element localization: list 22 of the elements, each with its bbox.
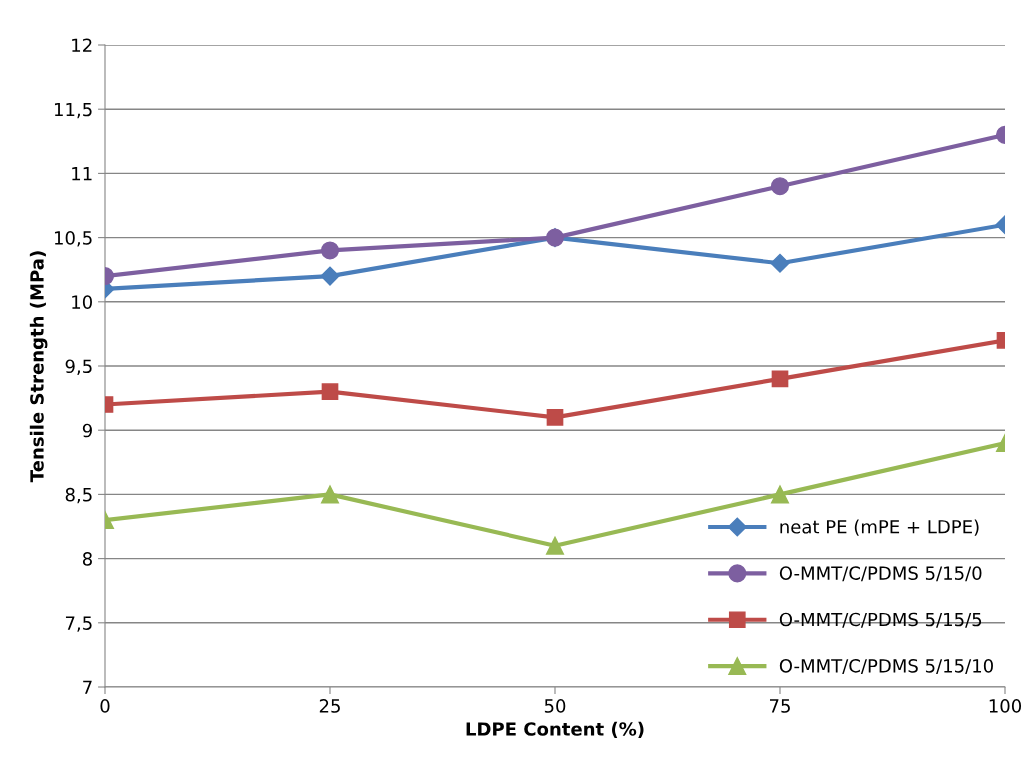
legend-label: O-MMT/C/PDMS 5/15/10 bbox=[779, 659, 993, 675]
legend-label: neat PE (mPE + LDPE) bbox=[780, 519, 979, 536]
x-tick-label: 100 bbox=[989, 699, 1022, 713]
y-tick-label: 7,5 bbox=[65, 616, 92, 632]
y-tick-label: 11,5 bbox=[54, 102, 92, 119]
y-tick-label: 8,5 bbox=[65, 487, 92, 504]
y-tick-label: 7 bbox=[83, 680, 92, 694]
y-tick-label: 9,5 bbox=[65, 359, 92, 375]
x-tick-label: 50 bbox=[544, 699, 566, 713]
x-axis-title: LDPE Content (%) bbox=[466, 721, 644, 738]
x-tick-label: 25 bbox=[319, 699, 340, 713]
legend-label: O-MMT/C/PDMS 5/15/5 bbox=[779, 612, 982, 628]
y-tick-label: 11 bbox=[72, 167, 92, 181]
y-tick-label: 9 bbox=[82, 423, 92, 438]
y-tick-label: 8 bbox=[82, 552, 92, 566]
legend-label: O-MMT/C/PDMS 5/15/0 bbox=[779, 566, 982, 582]
x-tick-label: 0 bbox=[100, 699, 110, 713]
y-axis-title: Tensile Strength (MPa) bbox=[29, 251, 48, 483]
x-tick-label: 75 bbox=[769, 699, 790, 713]
y-tick-label: 12 bbox=[72, 38, 92, 52]
y-tick-label: 10 bbox=[72, 295, 92, 309]
y-tick-label: 10,5 bbox=[54, 231, 92, 247]
